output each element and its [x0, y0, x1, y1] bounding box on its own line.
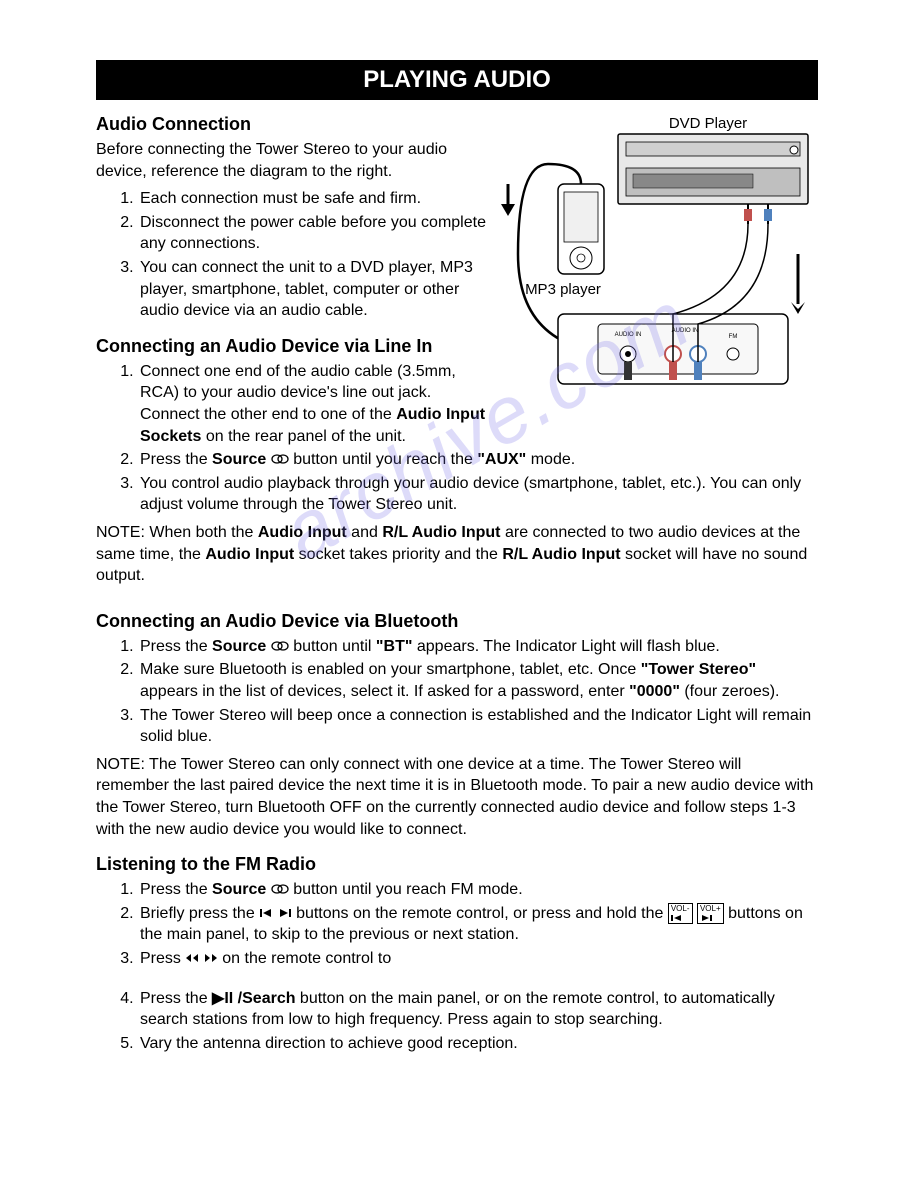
vol-minus-button-icon: VOL-: [668, 903, 693, 924]
list-item: Make sure Bluetooth is enabled on your s…: [138, 659, 818, 702]
source-icon: [271, 449, 289, 471]
section-title-bar: PLAYING AUDIO: [96, 60, 818, 100]
source-icon: [271, 879, 289, 901]
forward-icon: [204, 948, 218, 970]
list-item: Press the ▶II /Search button on the main…: [138, 988, 818, 1031]
connection-diagram: DVD Player MP3 player: [498, 114, 818, 419]
list-item: Press the Source button until you reach …: [138, 879, 818, 901]
dvd-label: DVD Player: [669, 115, 747, 132]
source-icon: [271, 636, 289, 658]
note-bluetooth: NOTE: The Tower Stereo can only connect …: [96, 754, 818, 840]
svg-text:FM: FM: [729, 334, 738, 340]
list-item: Press the Source button until "BT" appea…: [138, 636, 818, 658]
list-bluetooth: Press the Source button until "BT" appea…: [96, 636, 818, 748]
svg-text:AUDIO IN: AUDIO IN: [672, 328, 699, 334]
list-item: Press the Source button until you reach …: [138, 449, 818, 471]
list-item: Press on the remote control to: [138, 948, 818, 970]
page-container: PLAYING AUDIO archive.com DVD Player: [0, 0, 914, 1100]
list-item: Vary the antenna direction to achieve go…: [138, 1033, 818, 1055]
list-item: The Tower Stereo will beep once a connec…: [138, 705, 818, 748]
rewind-icon: [185, 948, 199, 970]
skip-prev-icon: [259, 903, 273, 925]
svg-text:AUDIO IN: AUDIO IN: [615, 332, 642, 338]
skip-next-icon: [278, 903, 292, 925]
heading-fm: Listening to the FM Radio: [96, 854, 818, 875]
list-fm: Press the Source button until you reach …: [96, 879, 818, 1054]
mp3-label: MP3 player: [525, 281, 601, 298]
page-title: PLAYING AUDIO: [363, 66, 551, 93]
vol-plus-button-icon: VOL+: [697, 903, 724, 924]
diagram-svg: DVD Player MP3 player: [498, 114, 818, 414]
list-item: Briefly press the buttons on the remote …: [138, 903, 818, 946]
arrow-down-left-icon: [501, 204, 515, 216]
content-wrap: DVD Player MP3 player: [96, 114, 818, 1054]
list-item: You control audio playback through your …: [138, 473, 818, 516]
note-line-in: NOTE: When both the Audio Input and R/L …: [96, 522, 818, 587]
heading-bluetooth: Connecting an Audio Device via Bluetooth: [96, 611, 818, 632]
